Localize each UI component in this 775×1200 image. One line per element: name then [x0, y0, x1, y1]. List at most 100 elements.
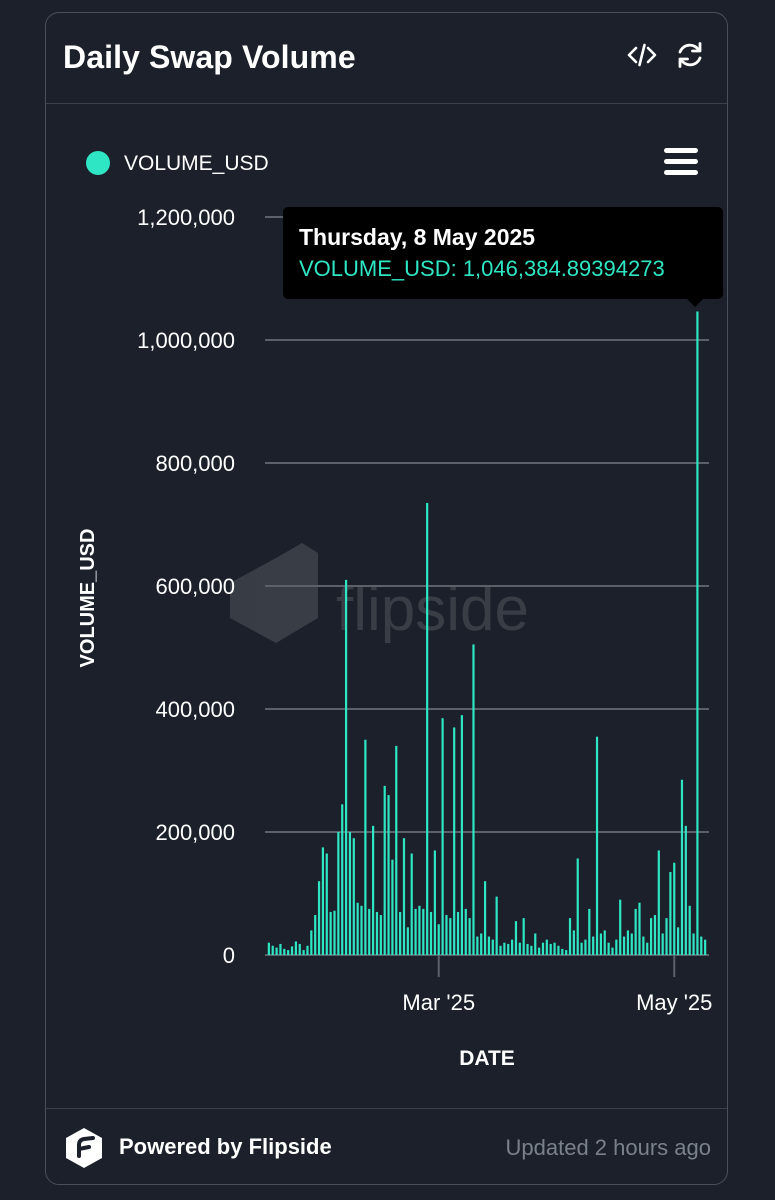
bar[interactable]: [364, 739, 367, 955]
bar[interactable]: [372, 825, 375, 955]
bar[interactable]: [429, 911, 433, 955]
code-icon[interactable]: [626, 39, 658, 71]
bar[interactable]: [495, 896, 498, 955]
bar[interactable]: [673, 862, 676, 955]
bar[interactable]: [657, 850, 660, 955]
bar[interactable]: [503, 942, 506, 955]
hamburger-menu-icon[interactable]: [664, 145, 700, 179]
bar[interactable]: [553, 942, 556, 955]
bar[interactable]: [677, 927, 680, 955]
bar[interactable]: [275, 947, 278, 955]
bar[interactable]: [619, 899, 622, 955]
bar[interactable]: [480, 933, 483, 955]
bar[interactable]: [337, 832, 340, 955]
bar[interactable]: [487, 936, 491, 955]
bar[interactable]: [646, 942, 649, 955]
bar[interactable]: [433, 850, 436, 955]
bar[interactable]: [321, 847, 325, 956]
bar[interactable]: [406, 927, 409, 955]
bar[interactable]: [580, 942, 583, 955]
bar[interactable]: [499, 945, 502, 955]
bar[interactable]: [561, 948, 564, 955]
bar[interactable]: [630, 933, 633, 955]
bar[interactable]: [464, 908, 467, 956]
bar[interactable]: [688, 905, 691, 955]
bar[interactable]: [449, 918, 452, 955]
bar[interactable]: [483, 881, 487, 955]
bar[interactable]: [453, 727, 456, 955]
bar[interactable]: [526, 943, 529, 955]
bar[interactable]: [576, 858, 579, 955]
refresh-icon[interactable]: [674, 39, 706, 71]
bar[interactable]: [572, 930, 575, 955]
bar[interactable]: [402, 838, 406, 955]
bar[interactable]: [302, 950, 305, 955]
bar[interactable]: [592, 936, 595, 955]
bar[interactable]: [325, 853, 328, 955]
bar[interactable]: [283, 948, 286, 955]
bar[interactable]: [422, 908, 425, 956]
bar[interactable]: [360, 905, 363, 955]
bar[interactable]: [680, 779, 684, 955]
bar[interactable]: [352, 838, 355, 955]
bar[interactable]: [541, 942, 545, 955]
bar[interactable]: [704, 939, 707, 956]
bar[interactable]: [611, 947, 614, 955]
bar[interactable]: [387, 795, 390, 955]
bar[interactable]: [661, 933, 664, 955]
bar[interactable]: [472, 644, 475, 955]
bar[interactable]: [298, 943, 301, 955]
bar[interactable]: [545, 939, 548, 956]
bar[interactable]: [310, 930, 313, 955]
bar[interactable]: [476, 936, 479, 955]
bar[interactable]: [344, 579, 348, 955]
bar[interactable]: [399, 911, 402, 955]
bar[interactable]: [615, 939, 618, 956]
bar[interactable]: [684, 825, 687, 955]
bar[interactable]: [414, 908, 417, 956]
bar[interactable]: [565, 950, 568, 955]
bar[interactable]: [634, 908, 637, 956]
bar[interactable]: [348, 832, 352, 955]
bar[interactable]: [518, 942, 521, 955]
bar[interactable]: [445, 915, 448, 955]
bar[interactable]: [333, 910, 336, 955]
bar[interactable]: [317, 881, 321, 955]
bar[interactable]: [410, 853, 413, 955]
bar[interactable]: [379, 915, 382, 955]
bar[interactable]: [514, 921, 518, 955]
bar[interactable]: [418, 905, 421, 955]
bar[interactable]: [460, 715, 463, 955]
bar[interactable]: [595, 736, 599, 955]
bar[interactable]: [653, 915, 657, 955]
bar[interactable]: [271, 945, 274, 955]
bar[interactable]: [395, 745, 398, 955]
bar[interactable]: [584, 939, 587, 956]
bar[interactable]: [599, 933, 602, 955]
bar[interactable]: [549, 943, 552, 955]
bar[interactable]: [557, 945, 560, 955]
bar[interactable]: [538, 947, 541, 955]
bar[interactable]: [267, 942, 270, 955]
bar[interactable]: [356, 902, 359, 955]
bar[interactable]: [437, 924, 440, 955]
bar[interactable]: [287, 950, 290, 955]
bar[interactable]: [603, 930, 606, 955]
bar[interactable]: [700, 936, 703, 955]
bar[interactable]: [441, 718, 444, 955]
bar[interactable]: [329, 911, 332, 955]
bar[interactable]: [294, 941, 297, 955]
bar[interactable]: [306, 945, 309, 955]
bar[interactable]: [607, 942, 610, 955]
bar[interactable]: [692, 933, 695, 955]
bar[interactable]: [696, 311, 699, 956]
bar[interactable]: [391, 859, 394, 955]
bar[interactable]: [588, 908, 591, 956]
bar[interactable]: [622, 936, 626, 955]
bar[interactable]: [290, 946, 294, 955]
bar[interactable]: [426, 502, 429, 955]
bar[interactable]: [279, 943, 282, 955]
bar[interactable]: [568, 918, 572, 955]
bar[interactable]: [491, 939, 494, 956]
bar[interactable]: [665, 918, 668, 955]
